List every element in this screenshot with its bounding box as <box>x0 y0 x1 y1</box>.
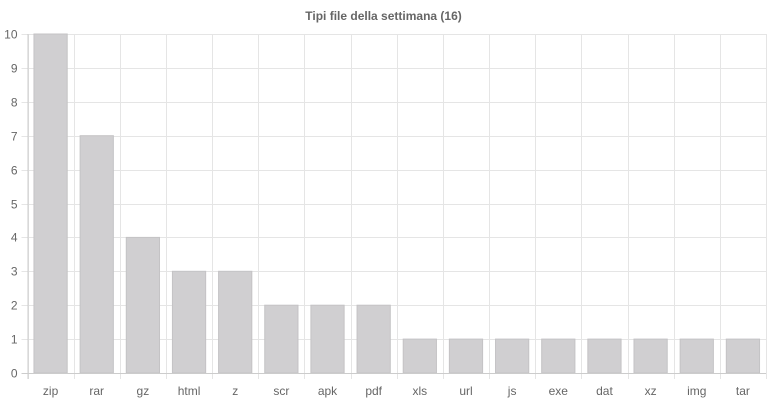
x-tick-label: tar <box>736 384 750 398</box>
x-tick-label: xls <box>412 384 427 398</box>
bar-z <box>218 270 253 374</box>
bar-exe <box>541 338 576 374</box>
bar-xls <box>402 338 437 374</box>
x-tick-label: img <box>687 384 706 398</box>
y-tick-label: 1 <box>11 333 18 347</box>
bar-dat <box>587 338 622 374</box>
bar-apk <box>310 304 345 374</box>
chart-title: Tipi file della settimana (16) <box>305 9 462 23</box>
bars <box>33 33 761 374</box>
bar-rar <box>79 135 114 374</box>
x-tick-label: z <box>232 384 238 398</box>
x-tick-label: xz <box>645 384 657 398</box>
x-tick-label: pdf <box>365 384 382 398</box>
y-tick-label: 4 <box>11 231 18 245</box>
x-tick-label: scr <box>273 384 289 398</box>
bar-scr <box>264 304 299 374</box>
y-tick-label: 5 <box>11 198 18 212</box>
bar-xz <box>633 338 668 374</box>
bar-js <box>495 338 530 374</box>
x-tick-label: html <box>178 384 201 398</box>
axes <box>21 34 766 379</box>
bar-img <box>679 338 714 374</box>
x-axis-tick-labels: zip rar gz html z scr apk pdf xls url js exe dat xz im… <box>43 384 750 398</box>
bar-tar <box>725 338 761 374</box>
bar-zip <box>33 33 68 374</box>
bar-gz <box>125 236 161 374</box>
bar-url <box>448 338 484 374</box>
y-axis-tick-labels: 0 1 2 3 4 5 6 7 8 9 10 <box>4 28 18 381</box>
x-tick-label: rar <box>89 384 104 398</box>
x-tick-label: url <box>459 384 472 398</box>
y-tick-label: 2 <box>11 299 18 313</box>
y-tick-label: 9 <box>11 62 18 76</box>
bar-pdf <box>356 304 391 374</box>
y-tick-label: 0 <box>11 367 18 381</box>
y-tick-label: 8 <box>11 96 18 110</box>
y-tick-label: 7 <box>11 130 18 144</box>
x-tick-label: gz <box>137 384 150 398</box>
x-tick-label: zip <box>43 384 59 398</box>
x-tick-label: dat <box>596 384 613 398</box>
y-tick-label: 10 <box>4 28 18 42</box>
x-tick-label: exe <box>549 384 569 398</box>
y-tick-label: 6 <box>11 164 18 178</box>
y-tick-label: 3 <box>11 265 18 279</box>
x-tick-label: js <box>507 384 517 398</box>
bar-html <box>171 270 207 374</box>
x-tick-label: apk <box>318 384 338 398</box>
